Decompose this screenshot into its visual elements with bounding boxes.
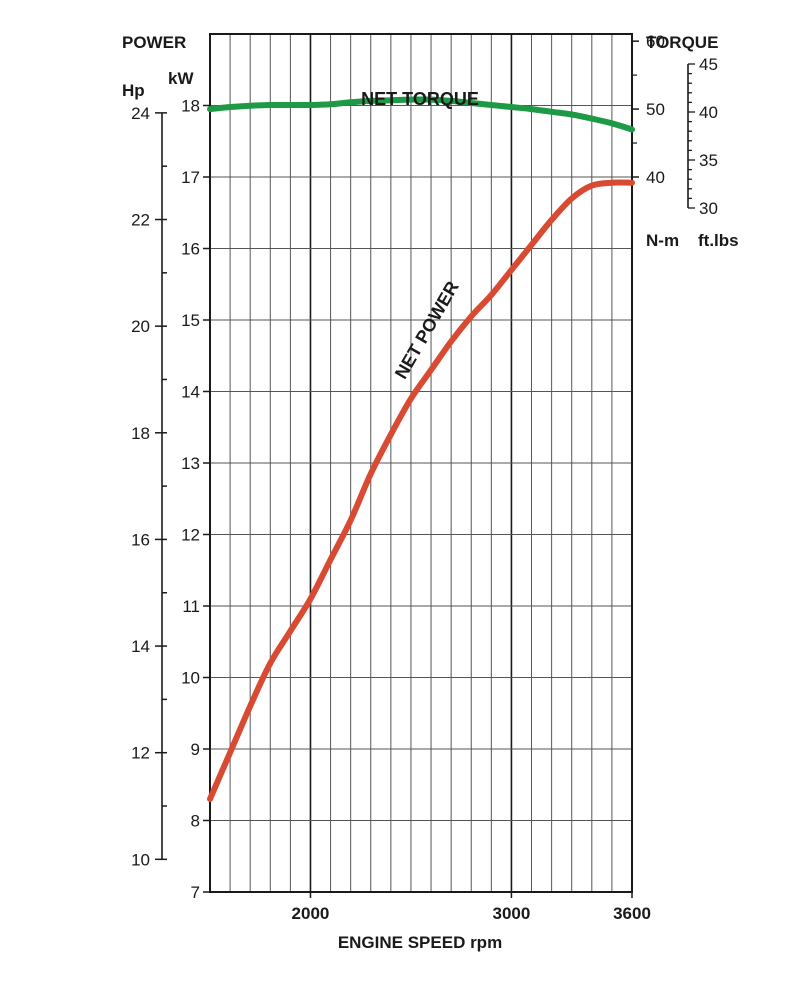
kw-tick-label: 11 xyxy=(182,597,200,616)
hp-tick-label: 24 xyxy=(131,104,150,123)
ftlbs-tick-label: 40 xyxy=(699,103,718,122)
nm-tick-label: 60 xyxy=(646,32,665,51)
net-power-line xyxy=(207,179,635,802)
net-power-series-label: NET POWER xyxy=(391,278,463,382)
x-tick-label: 2000 xyxy=(292,904,330,923)
hp-tick-label: 22 xyxy=(131,211,150,230)
hp-tick-label: 12 xyxy=(131,744,150,763)
net-torque-line xyxy=(207,96,635,133)
kw-unit-label: kW xyxy=(168,69,194,88)
nm-unit-label: N-m xyxy=(646,231,679,250)
x-axis-label: ENGINE SPEED rpm xyxy=(338,933,502,952)
hp-tick-label: 14 xyxy=(131,637,150,656)
x-tick-label: 3600 xyxy=(613,904,651,923)
hp-tick-label: 16 xyxy=(131,530,150,549)
x-tick-label: 3000 xyxy=(493,904,531,923)
series-lines xyxy=(207,96,635,802)
hp-unit-label: Hp xyxy=(122,81,145,100)
power-axis-header: POWER xyxy=(122,33,186,52)
kw-tick-label: 8 xyxy=(191,812,200,831)
nm-tick-label: 40 xyxy=(646,168,665,187)
hp-tick-label: 20 xyxy=(131,317,150,336)
kw-tick-label: 18 xyxy=(181,97,200,116)
kw-tick-label: 9 xyxy=(191,740,200,759)
kw-tick-label: 13 xyxy=(181,454,200,473)
kw-tick-label: 15 xyxy=(181,311,200,330)
hp-tick-label: 10 xyxy=(131,850,150,869)
kw-tick-label: 10 xyxy=(181,669,200,688)
ftlbs-tick-label: 30 xyxy=(699,199,718,218)
nm-tick-label: 50 xyxy=(646,100,665,119)
net-torque-series-label: NET TORQUE xyxy=(361,89,479,109)
ftlbs-tick-label: 35 xyxy=(699,151,718,170)
kw-tick-label: 17 xyxy=(181,168,200,187)
kw-tick-label: 7 xyxy=(191,883,200,902)
torque-axis-header: TORQUE xyxy=(646,33,718,52)
ftlbs-tick-label: 45 xyxy=(699,55,718,74)
hp-tick-label: 18 xyxy=(131,424,150,443)
grid xyxy=(209,33,633,893)
kw-tick-label: 12 xyxy=(181,526,200,545)
kw-tick-label: 14 xyxy=(181,383,200,402)
ftlbs-unit-label: ft.lbs xyxy=(698,231,739,250)
kw-tick-label: 16 xyxy=(181,240,200,259)
axes: 2000 3000 3600 7 8 9 10 11 12 13 14 15 16 17 18 10 12 14 1… xyxy=(131,32,718,923)
